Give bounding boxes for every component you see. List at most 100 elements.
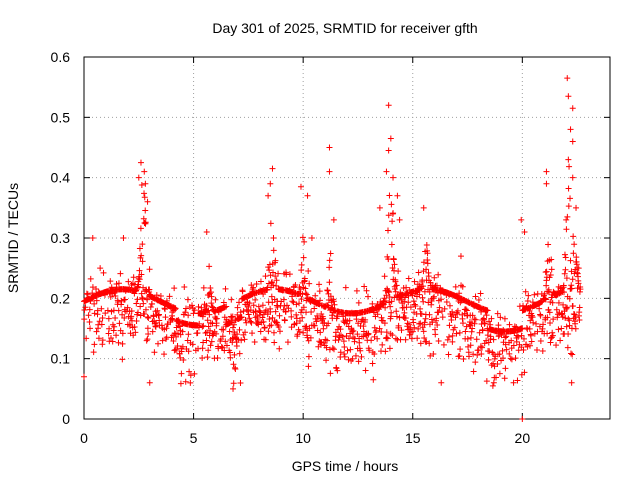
data-point (252, 296, 259, 303)
data-point (90, 349, 97, 356)
data-point (327, 250, 334, 257)
data-point (270, 329, 277, 336)
data-point (99, 314, 106, 321)
data-point (318, 311, 325, 318)
data-point (385, 289, 392, 296)
data-point (452, 314, 459, 321)
data-point (519, 325, 526, 332)
data-point (205, 347, 212, 354)
data-point (135, 309, 142, 316)
data-point (300, 254, 307, 261)
data-point (557, 337, 564, 344)
data-point (153, 319, 160, 326)
data-point (305, 267, 312, 274)
data-point (537, 312, 544, 319)
data-point (444, 336, 451, 343)
data-point (401, 309, 408, 316)
data-point (431, 293, 438, 300)
data-point (271, 339, 278, 346)
data-point (301, 275, 308, 282)
data-point (404, 320, 411, 327)
data-point (352, 352, 359, 359)
data-point (250, 284, 257, 291)
data-point (405, 321, 412, 328)
data-point (568, 285, 575, 292)
data-point (341, 350, 348, 357)
data-point (181, 284, 188, 291)
data-point (576, 304, 583, 311)
data-point (300, 329, 307, 336)
data-point (419, 283, 426, 290)
data-point (305, 363, 312, 370)
data-point (206, 263, 213, 270)
data-point (446, 333, 452, 340)
data-point (531, 291, 538, 298)
data-point (139, 258, 146, 265)
data-point (102, 310, 109, 317)
data-point (236, 326, 243, 333)
data-point (354, 331, 361, 338)
data-point (243, 319, 250, 326)
data-point (186, 368, 193, 375)
data-point (236, 299, 243, 306)
data-point (463, 307, 470, 314)
data-point (172, 305, 179, 312)
data-point (267, 308, 274, 315)
data-point (91, 300, 98, 307)
data-point (292, 281, 299, 288)
data-point (130, 274, 137, 281)
data-point (514, 377, 521, 384)
data-point (326, 257, 333, 264)
data-point (513, 338, 520, 345)
data-point (470, 368, 477, 375)
data-point (488, 315, 495, 322)
data-point (539, 348, 546, 355)
data-point (297, 309, 304, 316)
data-point (87, 325, 94, 332)
data-point (265, 328, 272, 335)
data-point (475, 296, 482, 303)
data-point (293, 301, 300, 308)
data-point (429, 319, 436, 326)
data-point (187, 372, 194, 379)
data-point (555, 299, 562, 306)
data-point (487, 333, 494, 340)
data-point (116, 320, 123, 327)
data-point (459, 320, 466, 327)
data-point (456, 353, 463, 360)
x-tick-label: 15 (405, 430, 421, 446)
data-point (149, 328, 156, 335)
data-point (144, 296, 151, 303)
data-point (223, 303, 230, 310)
data-point (545, 241, 552, 248)
data-point (527, 332, 534, 339)
data-point (382, 348, 389, 355)
data-point (230, 321, 237, 328)
data-point (574, 285, 581, 292)
data-point (362, 367, 369, 374)
data-point (520, 346, 527, 353)
data-point (469, 325, 476, 332)
data-point (280, 296, 287, 303)
data-point (446, 302, 453, 309)
data-point (204, 308, 211, 315)
data-point (457, 346, 464, 353)
data-point (349, 328, 356, 335)
data-point (432, 331, 439, 338)
data-point (119, 340, 126, 347)
data-point (389, 265, 396, 272)
data-point (242, 316, 249, 323)
data-point (366, 347, 373, 354)
data-point (331, 301, 338, 308)
data-point (478, 350, 485, 357)
data-point (261, 324, 268, 331)
data-point (121, 296, 128, 303)
data-point (494, 310, 501, 317)
data-point (100, 269, 107, 276)
data-point (385, 147, 392, 154)
data-point (441, 305, 448, 312)
data-point (182, 305, 189, 312)
data-point (117, 270, 124, 277)
data-point (200, 284, 207, 291)
data-point (521, 228, 528, 235)
